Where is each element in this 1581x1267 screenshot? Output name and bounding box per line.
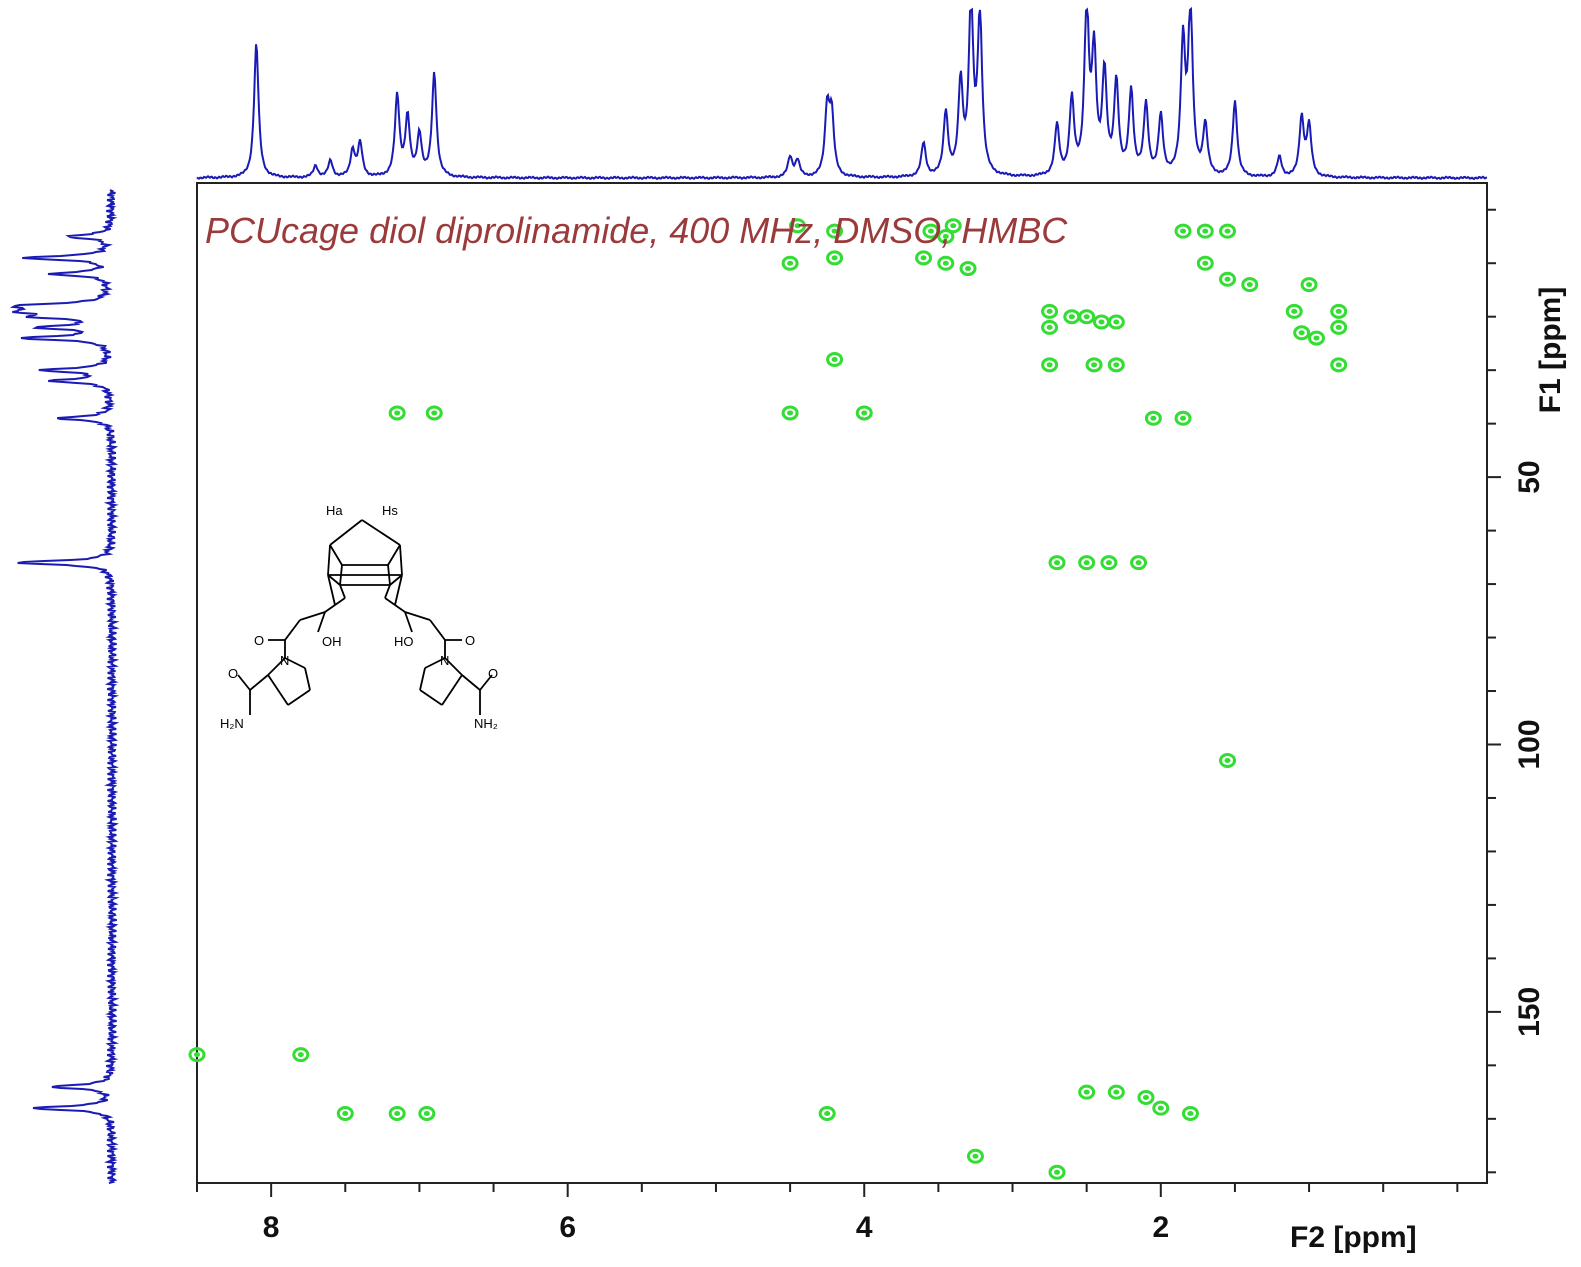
cross-peak [1041,303,1059,319]
cross-peak [1041,319,1059,335]
cross-peak [944,218,962,234]
cross-peak [1063,309,1081,325]
cross-peak [1241,277,1259,293]
atom-label-ho: HO [394,634,414,649]
y-axis: 50 100 150 [1487,208,1546,1174]
cross-peak [1181,1105,1199,1121]
y-tick-label: 100 [1513,719,1546,769]
cross-peak [1300,277,1318,293]
cross-peak [966,1148,984,1164]
cross-peak [1196,255,1214,271]
cross-peak [1078,1084,1096,1100]
cross-peak [1078,555,1096,571]
cross-peak [1307,330,1325,346]
cross-peak [789,218,807,234]
cross-peak [1078,309,1096,325]
cross-peak [826,351,844,367]
cross-peak [1092,314,1110,330]
cross-peak [1144,410,1162,426]
cross-peak [1137,1089,1155,1105]
cross-peak [292,1047,310,1063]
plot-frame [196,182,1488,1184]
cross-peak [1085,357,1103,373]
cross-peak [188,1047,206,1063]
cross-peak [1048,1164,1066,1180]
cross-peak [1219,271,1237,287]
cross-peak [855,405,873,421]
cross-peak [1107,357,1125,373]
atom-label-oh: OH [322,634,342,649]
cross-peak [425,405,443,421]
cross-peak [1330,357,1348,373]
cross-peak [781,405,799,421]
y-tick-label: 150 [1513,987,1546,1037]
f1-projection-spectrum [9,189,120,1184]
cross-peak [1100,555,1118,571]
cross-peak [1107,314,1125,330]
cross-peak [388,405,406,421]
cross-peak [1130,555,1148,571]
cross-peak [1048,555,1066,571]
cross-peak [1330,303,1348,319]
atom-label-hs: Hs [382,503,398,518]
atom-label-o-left: O [254,633,264,648]
cross-peak [1152,1100,1170,1116]
cross-peak [826,223,844,239]
cross-peak [781,255,799,271]
molecule-structure [237,519,493,715]
cross-peak [1219,753,1237,769]
f2-projection-spectrum [196,6,1488,181]
cross-peak [336,1105,354,1121]
x-tick-label: 4 [856,1211,873,1244]
molecule-atom-labels: Ha Hs OH HO O O N N O O H₂N NH₂ [220,503,498,731]
cross-peak [922,223,940,239]
atom-label-n-left: N [280,653,289,668]
cross-peak [959,261,977,277]
cross-peak [388,1105,406,1121]
cross-peak [937,255,955,271]
atom-label-ha: Ha [326,503,343,518]
cross-peak [418,1105,436,1121]
cross-peak [937,228,955,244]
f2-projection-trace [196,6,1488,181]
cross-peak [1293,325,1311,341]
cross-peak [1196,223,1214,239]
x-tick-label: 8 [263,1211,280,1244]
atom-label-n-right: N [440,653,449,668]
x-tick-label: 6 [559,1211,576,1244]
atom-label-nh2: NH₂ [474,716,498,731]
cross-peak [915,250,933,266]
x-axis: 8 6 4 2 [196,1183,1459,1244]
atom-label-o-right: O [465,633,475,648]
cross-peak [1107,1084,1125,1100]
cross-peak [826,250,844,266]
cross-peak [1330,319,1348,335]
x-axis-label: F2 [ppm] [1290,1221,1417,1254]
x-tick-label: 2 [1152,1211,1169,1244]
cross-peak [818,1105,836,1121]
atom-label-h2n: H₂N [220,716,244,731]
spectrum-annotation: PCUcage diol diprolinamide, 400 MHz, DMS… [205,210,1068,251]
atom-label-o-amide-left: O [228,666,238,681]
cross-peak [1041,357,1059,373]
cross-peak [1285,303,1303,319]
cross-peak [1174,223,1192,239]
cross-peak [1219,223,1237,239]
f1-projection-trace [9,189,120,1184]
cross-peaks [188,218,1348,1180]
atom-label-o-amide-right: O [488,666,498,681]
cross-peak [1174,410,1192,426]
y-axis-label: F1 [ppm] [1534,287,1567,414]
y-tick-label: 50 [1513,460,1546,493]
